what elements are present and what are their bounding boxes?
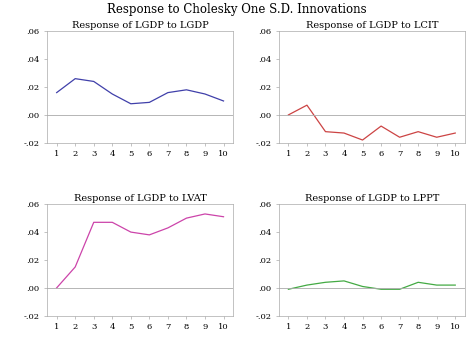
Text: Response to Cholesky One S.D. Innovations: Response to Cholesky One S.D. Innovation… [107,3,367,16]
Title: Response of LGDP to LGDP: Response of LGDP to LGDP [72,22,209,31]
Title: Response of LGDP to LVAT: Response of LGDP to LVAT [73,194,207,203]
Title: Response of LGDP to LPPT: Response of LGDP to LPPT [305,194,439,203]
Title: Response of LGDP to LCIT: Response of LGDP to LCIT [306,22,438,31]
